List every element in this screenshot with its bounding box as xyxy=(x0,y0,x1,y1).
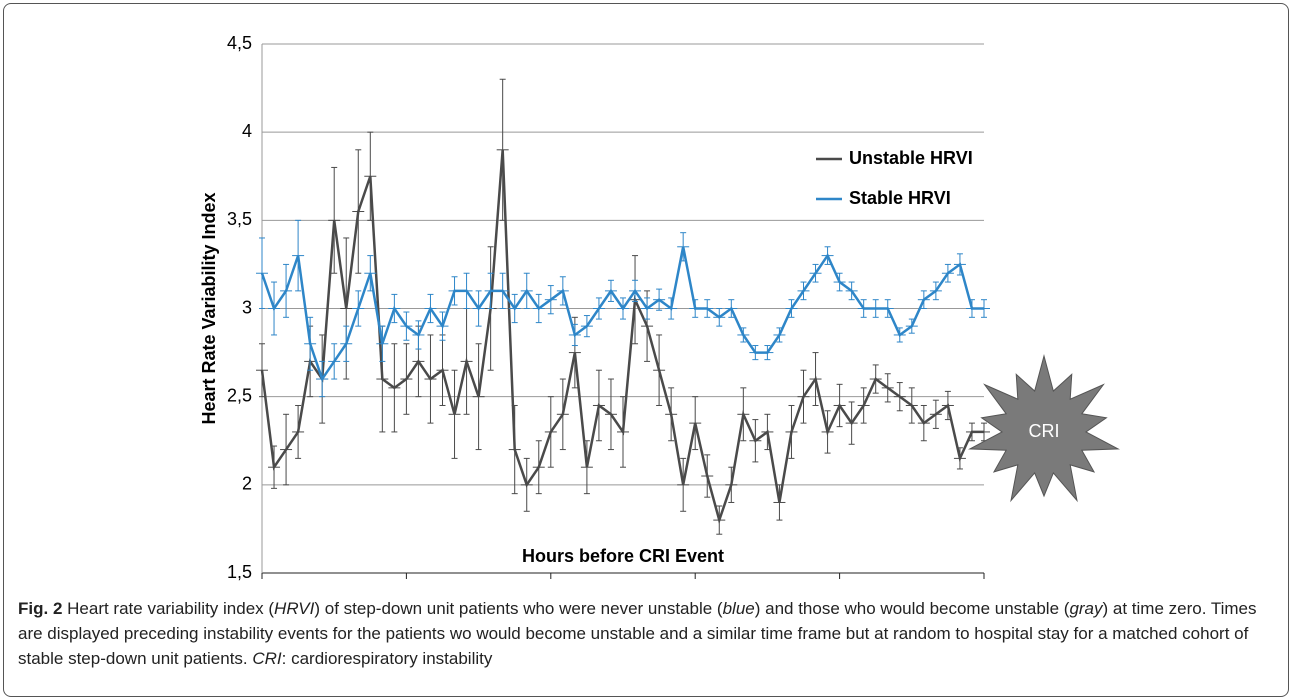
caption-text: blue xyxy=(722,599,755,618)
chart: 1,5 2 2,5 3 3,5 4 4,5 120 96 72 48 24 0 Hours before … xyxy=(199,33,1120,584)
caption-text: : cardiorespiratory instability xyxy=(281,649,493,668)
cri-starburst xyxy=(968,354,1120,503)
caption-text: ) at time zero. Times are displayed prec… xyxy=(18,599,1257,668)
caption: Fig. 2 Heart rate variability index (HRV… xyxy=(18,596,1280,671)
y-tick-label: 4,5 xyxy=(227,33,252,53)
caption-text: ) and those who would become unstable ( xyxy=(754,599,1070,618)
y-tick-label: 2 xyxy=(242,474,252,494)
series-line xyxy=(260,246,984,382)
caption-label: Fig. 2 xyxy=(18,599,63,618)
x-tick-label: 0 xyxy=(979,582,989,584)
x-tick-label: 48 xyxy=(685,582,705,584)
x-tick-label: 24 xyxy=(830,582,850,584)
x-tick-label: 120 xyxy=(247,582,277,584)
series-line xyxy=(260,149,984,525)
x-tick-label: 96 xyxy=(396,582,416,584)
x-axis-label: Hours before CRI Event xyxy=(522,546,724,566)
cri-label: CRI xyxy=(1029,421,1060,441)
y-tick-label: 3,5 xyxy=(227,209,252,229)
y-tick-label: 1,5 xyxy=(227,562,252,582)
caption-text: Heart rate variability index ( xyxy=(62,599,275,618)
legend-label: Unstable HRVI xyxy=(849,148,973,168)
y-tick-label: 2,5 xyxy=(227,385,252,405)
x-tick-label: 72 xyxy=(541,582,561,584)
caption-text: ) of step-down unit patients who were ne… xyxy=(314,599,723,618)
y-tick-label: 4 xyxy=(242,121,252,141)
y-tick-label: 3 xyxy=(242,297,252,317)
caption-text: gray xyxy=(1069,599,1103,618)
figure: 1,5 2 2,5 3 3,5 4 4,5 120 96 72 48 24 0 Hours before … xyxy=(3,3,1289,697)
y-axis-label: Heart Rate Variability Index xyxy=(199,192,219,424)
legend-label: Stable HRVI xyxy=(849,188,951,208)
caption-text: CRI xyxy=(252,649,282,668)
caption-text: HRVI xyxy=(274,599,315,618)
